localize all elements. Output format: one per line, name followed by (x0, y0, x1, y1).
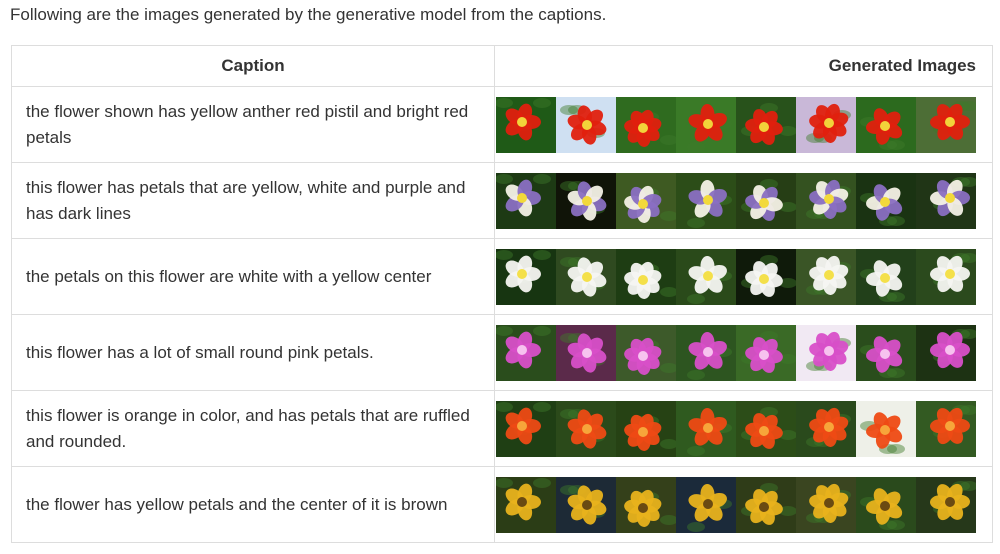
generated-flower-image (916, 400, 976, 457)
generated-flower-image (616, 96, 676, 153)
generated-flower-image (856, 172, 916, 229)
generated-flower-image (616, 172, 676, 229)
generated-flower-image (676, 324, 736, 381)
generated-flower-image (736, 324, 796, 381)
generated-flower-image (796, 400, 856, 457)
generated-flower-image (496, 324, 556, 381)
generated-flower-image (556, 172, 616, 229)
image-strip (496, 96, 976, 153)
image-strip-cell (494, 314, 993, 391)
generated-flower-image (616, 324, 676, 381)
generated-flower-image (916, 248, 976, 305)
generated-flower-image (676, 96, 736, 153)
generated-flower-image (556, 96, 616, 153)
generated-flower-image (736, 96, 796, 153)
generated-flower-image (616, 476, 676, 533)
image-strip-cell (494, 162, 993, 239)
generated-flower-image (796, 324, 856, 381)
generated-flower-image (856, 476, 916, 533)
intro-text: Following are the images generated by th… (10, 5, 607, 24)
generated-flower-image (496, 172, 556, 229)
generated-flower-image (736, 172, 796, 229)
image-strip-cell (494, 390, 993, 467)
generated-flower-image (556, 400, 616, 457)
caption-cell: this flower has petals that are yellow, … (11, 162, 495, 239)
caption-cell: the flower shown has yellow anther red p… (11, 86, 495, 163)
generated-flower-image (556, 476, 616, 533)
generated-flower-image (856, 248, 916, 305)
generated-flower-image (916, 476, 976, 533)
generated-flower-image (796, 248, 856, 305)
generated-flower-image (556, 324, 616, 381)
generated-flower-image (856, 400, 916, 457)
caption-cell: this flower is orange in color, and has … (11, 390, 495, 467)
generated-flower-image (796, 476, 856, 533)
generated-flower-image (856, 96, 916, 153)
generated-flower-image (856, 324, 916, 381)
table-row: the flower shown has yellow anther red p… (11, 86, 993, 163)
caption-column-header: Caption (11, 45, 495, 87)
generated-flower-image (916, 324, 976, 381)
generated-flower-image (916, 96, 976, 153)
image-strip-cell (494, 238, 993, 315)
caption-cell: this flower has a lot of small round pin… (11, 314, 495, 391)
generated-flower-image (676, 476, 736, 533)
caption-cell: the flower has yellow petals and the cen… (11, 466, 495, 543)
table-row: the flower has yellow petals and the cen… (11, 466, 993, 543)
generated-images-table: Caption Generated Images the flower show… (11, 45, 993, 543)
generated-flower-image (736, 476, 796, 533)
generated-flower-image (796, 172, 856, 229)
image-strip (496, 248, 976, 305)
generated-flower-image (676, 172, 736, 229)
generated-images-column-header: Generated Images (494, 45, 993, 87)
generated-flower-image (496, 96, 556, 153)
table-row: the petals on this flower are white with… (11, 238, 993, 315)
generated-flower-image (496, 248, 556, 305)
image-strip (496, 400, 976, 457)
generated-flower-image (676, 400, 736, 457)
generated-flower-image (736, 248, 796, 305)
caption-cell: the petals on this flower are white with… (11, 238, 495, 315)
image-strip (496, 476, 976, 533)
generated-flower-image (736, 400, 796, 457)
image-strip (496, 172, 976, 229)
generated-flower-image (496, 476, 556, 533)
image-strip-cell (494, 466, 993, 543)
generated-flower-image (676, 248, 736, 305)
generated-flower-image (616, 400, 676, 457)
table-row: this flower is orange in color, and has … (11, 390, 993, 467)
table-header-row: Caption Generated Images (11, 45, 993, 87)
generated-flower-image (796, 96, 856, 153)
image-strip (496, 324, 976, 381)
generated-flower-image (616, 248, 676, 305)
table-row: this flower has a lot of small round pin… (11, 314, 993, 391)
generated-flower-image (496, 400, 556, 457)
table-row: this flower has petals that are yellow, … (11, 162, 993, 239)
generated-flower-image (916, 172, 976, 229)
generated-flower-image (556, 248, 616, 305)
image-strip-cell (494, 86, 993, 163)
